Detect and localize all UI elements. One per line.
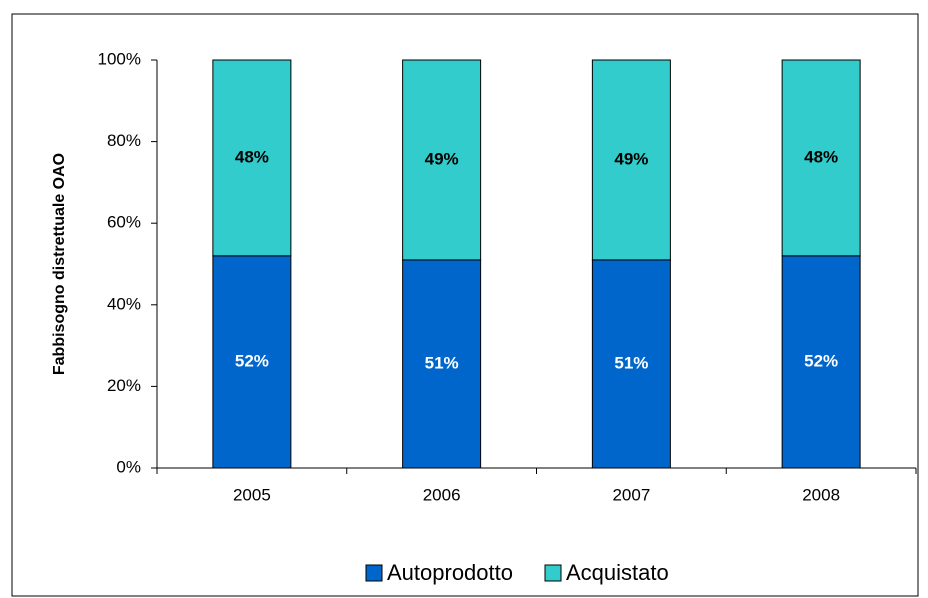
bar-segment <box>212 59 292 257</box>
legend-label: Autoprodotto <box>387 560 513 585</box>
y-tick-label: 0% <box>116 457 141 476</box>
legend-label: Acquistato <box>566 560 669 585</box>
x-tick-label: 2007 <box>612 485 650 504</box>
bar-segment <box>591 59 671 261</box>
bar-segment <box>781 255 861 469</box>
y-tick-label: 80% <box>107 131 141 150</box>
y-tick-label: 100% <box>98 49 141 68</box>
y-tick-label: 20% <box>107 376 141 395</box>
value-label: 51% <box>614 353 648 372</box>
bar-segment <box>402 259 482 469</box>
bar-segment <box>781 59 861 257</box>
value-label: 52% <box>804 351 838 370</box>
y-tick-label: 40% <box>107 294 141 313</box>
value-label: 52% <box>235 351 269 370</box>
value-label: 49% <box>425 149 459 168</box>
y-tick-label: 60% <box>107 213 141 232</box>
bar-segment <box>402 59 482 261</box>
bar-segment <box>212 255 292 469</box>
bar-segment <box>591 259 671 469</box>
value-label: 48% <box>804 147 838 166</box>
value-label: 48% <box>235 147 269 166</box>
y-axis-title: Fabbisogno distrettuale OAO <box>51 153 68 375</box>
value-label: 51% <box>425 353 459 372</box>
legend-swatch <box>365 564 383 582</box>
x-tick-label: 2005 <box>233 485 271 504</box>
value-label: 49% <box>614 149 648 168</box>
x-tick-label: 2008 <box>802 485 840 504</box>
legend-swatch <box>544 564 562 582</box>
x-tick-label: 2006 <box>423 485 461 504</box>
